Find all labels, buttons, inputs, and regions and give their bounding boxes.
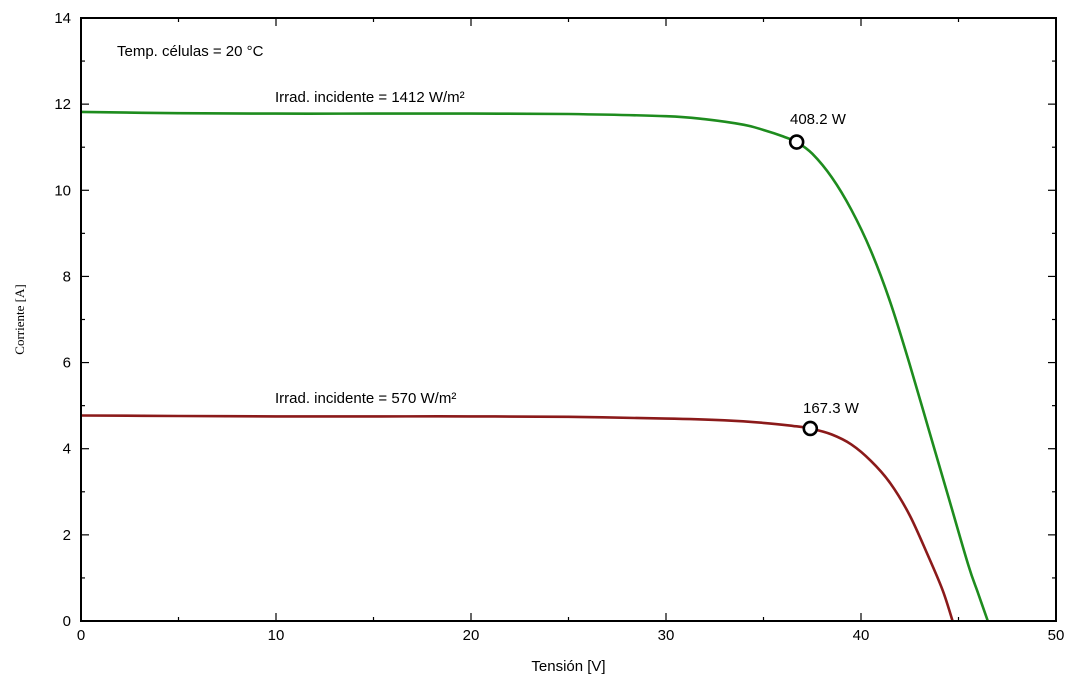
y-tick-label-0: 0 (63, 613, 71, 630)
iv-curve-series-0 (80, 110, 990, 622)
x-axis-title: Tensión [V] (531, 658, 605, 675)
y-tick-label-10: 10 (54, 182, 71, 199)
x-tick-label-0: 0 (77, 627, 85, 644)
mpp-marker-series-0 (788, 134, 805, 150)
x-tick-label-20: 20 (463, 627, 480, 644)
y-tick-label-6: 6 (63, 355, 71, 372)
y-axis-title: Corriente [A] (12, 284, 27, 354)
labels-layer: 0 10 20 30 40 50 0 2 4 6 8 10 12 14 (54, 10, 1064, 644)
y-tick-label-14: 14 (54, 10, 71, 27)
plot-frame (80, 17, 1057, 622)
cell-temperature-annotation: Temp. células = 20 °C (117, 43, 264, 60)
mpp-marker-series-1 (802, 420, 819, 437)
iv-curve-series-1 (80, 414, 954, 622)
series-label-570: Irrad. incidente = 570 W/m² (275, 390, 456, 407)
y-tick-label-12: 12 (54, 96, 71, 113)
series-label-1412: Irrad. incidente = 1412 W/m² (275, 89, 465, 106)
y-tick-label-8: 8 (63, 268, 71, 285)
mpp-label-167-3w: 167.3 W (803, 400, 860, 417)
mpp-label-408-2w: 408.2 W (790, 111, 847, 128)
x-tick-label-10: 10 (268, 627, 285, 644)
x-tick-label-40: 40 (853, 627, 870, 644)
y-tick-label-4: 4 (63, 441, 71, 458)
y-tick-label-2: 2 (63, 527, 71, 544)
x-tick-label-30: 30 (658, 627, 675, 644)
ticks-layer (80, 17, 1057, 622)
curves-layer (80, 110, 990, 622)
x-tick-label-50: 50 (1048, 627, 1065, 644)
